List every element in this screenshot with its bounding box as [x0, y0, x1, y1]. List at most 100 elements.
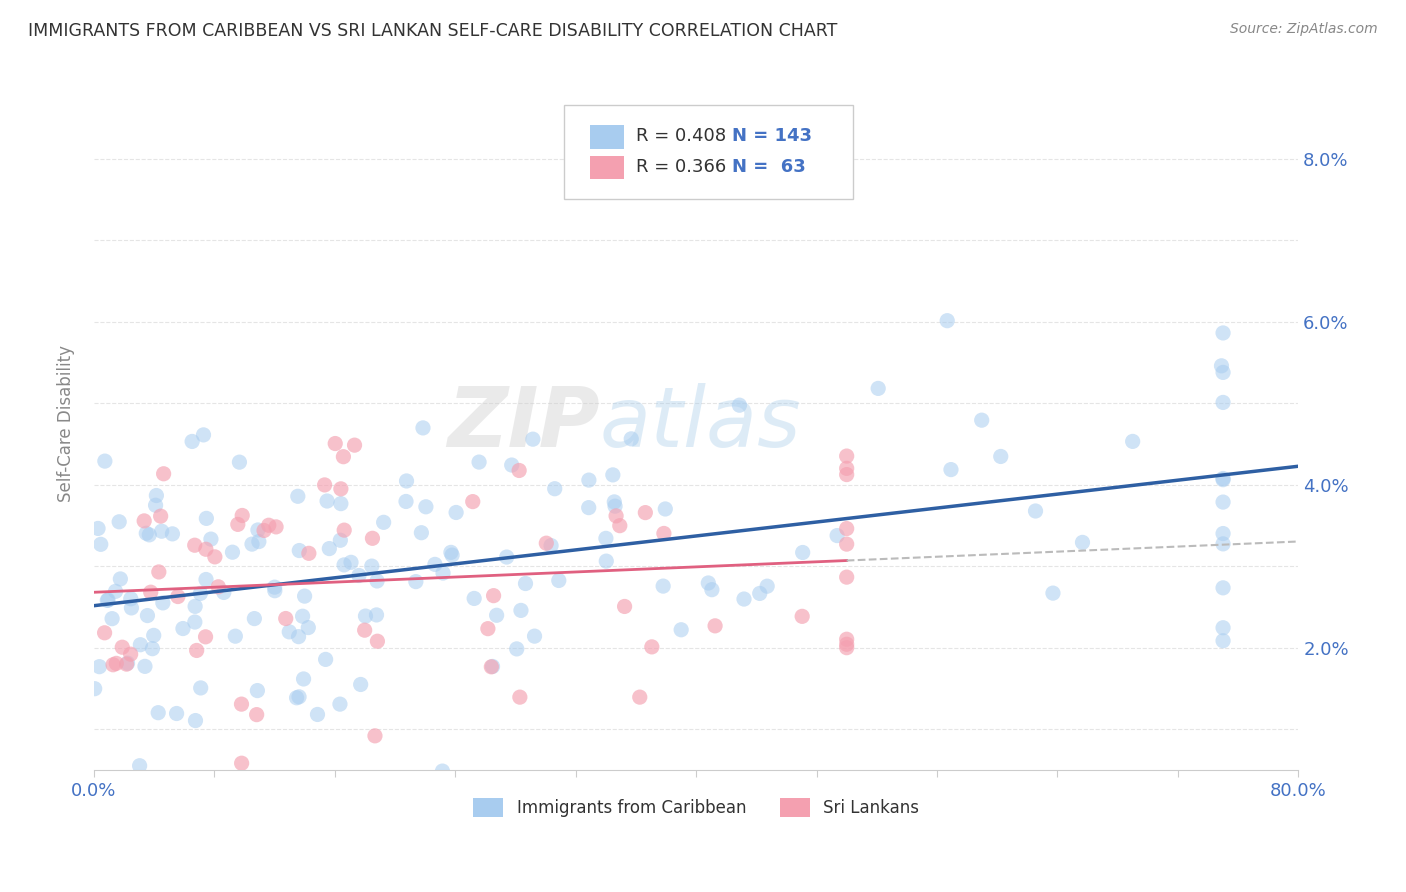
- Point: [194, 630, 217, 644]
- Point: [340, 555, 363, 569]
- Point: [129, 638, 152, 652]
- Point: [361, 531, 384, 545]
- Point: [1212, 495, 1234, 509]
- Text: R = 0.408: R = 0.408: [636, 128, 725, 145]
- Point: [835, 467, 858, 482]
- Point: [274, 611, 297, 625]
- Y-axis label: Self-Care Disability: Self-Care Disability: [58, 345, 75, 502]
- Point: [605, 508, 627, 523]
- Point: [190, 681, 212, 695]
- Point: [835, 461, 858, 475]
- Point: [704, 619, 727, 633]
- Point: [792, 545, 814, 559]
- Point: [316, 494, 339, 508]
- Point: [1212, 621, 1234, 635]
- Point: [463, 591, 485, 606]
- Point: [150, 524, 173, 539]
- Point: [547, 574, 569, 588]
- Point: [868, 381, 890, 395]
- Point: [970, 413, 993, 427]
- Point: [297, 621, 319, 635]
- Point: [461, 494, 484, 508]
- Point: [101, 612, 124, 626]
- Point: [142, 628, 165, 642]
- Point: [318, 541, 340, 556]
- Point: [224, 629, 246, 643]
- Point: [83, 681, 105, 696]
- Point: [501, 458, 523, 472]
- Point: [613, 599, 636, 614]
- Point: [360, 559, 382, 574]
- Point: [263, 583, 285, 598]
- Point: [373, 516, 395, 530]
- Point: [329, 697, 352, 711]
- Point: [323, 436, 346, 450]
- Point: [485, 608, 508, 623]
- Point: [364, 729, 387, 743]
- Point: [149, 509, 172, 524]
- Point: [120, 647, 142, 661]
- Point: [288, 543, 311, 558]
- Point: [288, 690, 311, 704]
- Point: [669, 623, 692, 637]
- Point: [263, 580, 285, 594]
- Point: [835, 449, 858, 463]
- Point: [89, 659, 111, 673]
- Point: [652, 526, 675, 541]
- Point: [152, 596, 174, 610]
- Point: [405, 574, 427, 589]
- Point: [139, 585, 162, 599]
- Point: [366, 607, 388, 622]
- Point: [835, 537, 858, 551]
- Point: [333, 558, 356, 572]
- Point: [291, 609, 314, 624]
- Text: N = 143: N = 143: [733, 128, 813, 145]
- Point: [292, 672, 315, 686]
- Point: [162, 527, 184, 541]
- Point: [141, 641, 163, 656]
- Point: [148, 565, 170, 579]
- Point: [1212, 537, 1234, 551]
- Point: [343, 438, 366, 452]
- Point: [544, 482, 567, 496]
- Point: [108, 515, 131, 529]
- Point: [1212, 471, 1234, 485]
- Point: [468, 455, 491, 469]
- Point: [184, 599, 207, 614]
- Point: [246, 523, 269, 537]
- Point: [700, 582, 723, 597]
- Point: [285, 690, 308, 705]
- Point: [482, 589, 505, 603]
- Text: N =  63: N = 63: [733, 158, 806, 176]
- Point: [510, 603, 533, 617]
- Point: [835, 570, 858, 584]
- Point: [172, 622, 194, 636]
- Point: [221, 545, 243, 559]
- Point: [104, 584, 127, 599]
- Point: [101, 657, 124, 672]
- Point: [835, 522, 858, 536]
- Point: [243, 611, 266, 625]
- Point: [314, 478, 336, 492]
- Point: [148, 706, 170, 720]
- Point: [212, 585, 235, 599]
- Point: [120, 591, 142, 606]
- Point: [441, 548, 464, 562]
- Point: [194, 542, 217, 557]
- Point: [1122, 434, 1144, 449]
- Point: [190, 586, 212, 600]
- Point: [246, 707, 269, 722]
- Point: [333, 523, 356, 537]
- Point: [1211, 359, 1233, 373]
- Point: [287, 489, 309, 503]
- Point: [298, 546, 321, 560]
- Point: [228, 455, 250, 469]
- Point: [181, 434, 204, 449]
- Point: [134, 514, 156, 528]
- FancyBboxPatch shape: [591, 125, 624, 149]
- Point: [253, 524, 276, 538]
- Point: [536, 536, 558, 550]
- Point: [835, 640, 858, 655]
- Point: [540, 539, 562, 553]
- Point: [136, 608, 159, 623]
